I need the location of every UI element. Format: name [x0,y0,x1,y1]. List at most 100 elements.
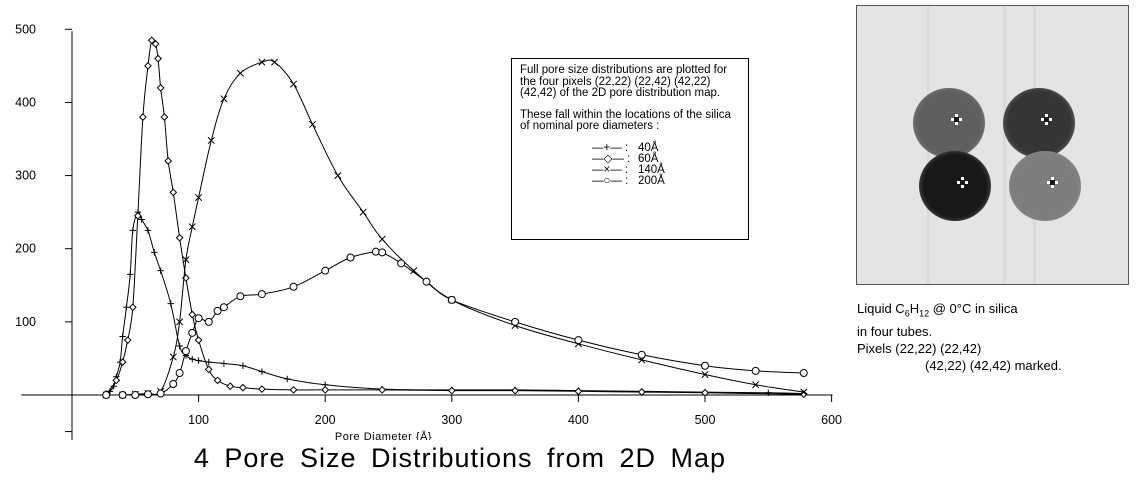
series-40-plus-marker [205,358,212,366]
legend-entries: —+— : 40Å —◇— : 60Å —×— : 140Å —○— : 200Å [592,141,740,187]
series-200-circle-marker [637,350,646,359]
series-60-diamond-marker [701,388,709,397]
series-40-plus-marker [144,227,152,234]
series-200-circle-marker [236,292,245,301]
series-40-plus-marker [167,300,174,307]
series-200-circle-marker [447,295,456,304]
series-60-diamond-marker [188,310,197,319]
pixel-marker-22-22 [951,114,962,125]
series-140-cross-marker [271,58,279,66]
pore-distribution-map-image [856,5,1129,285]
series-140-line [106,59,804,396]
y-tick-label: 200 [15,242,36,256]
series-60-diamond-marker [204,365,213,374]
series-140-cross-marker [220,95,228,103]
series-200-circle-marker [511,317,520,326]
legend-label: 60Å [638,152,659,165]
series-200-circle-marker [204,317,213,326]
series-40-plus-marker [119,333,126,340]
series-60-diamond-marker [257,385,266,394]
series-140-cross-marker [308,120,317,128]
legend-label: 40Å [638,141,659,154]
series-200-circle-marker [181,347,190,356]
tube-top-right [1003,88,1075,158]
series-40-plus-marker [127,271,134,278]
legend-box: Full pore size distributions are plotted… [511,58,749,240]
series-200-circle-marker [701,361,709,370]
legend-cross-marker: —×— : [592,163,629,176]
caption-text: Liquid C [857,301,905,316]
series-60-diamond-marker [154,54,162,63]
series-60-diamond-marker [123,336,132,345]
series-60-diamond-marker [147,36,156,45]
series-40-plus-marker [189,355,196,363]
series-60-diamond-marker [118,358,127,366]
caption-subscript: 6 [904,308,910,319]
series-140-cross-marker [410,267,418,275]
series-60-diamond-marker [637,388,646,396]
series-140-cross-marker [236,69,244,77]
pixel-marker-42-22 [957,177,968,188]
legend-entry-200: —○— : 200Å [592,174,740,187]
series-40-plus-marker [195,357,202,364]
y-tick-label: 300 [15,169,36,183]
series-60-diamond-marker [378,385,387,394]
pore-size-chart: 100 200 300 400 500 100 200 300 400 500 600 Pore Di… [15,22,842,440]
x-tick-label: 500 [695,413,716,427]
series-140-cross-marker [188,223,196,231]
series-140-cross-marker [701,370,709,379]
series-140-cross-marker [334,172,342,180]
series-200-circle-marker [422,277,431,286]
series-200-circle-marker [397,259,406,268]
pixel-marker-42-42 [1047,177,1058,188]
caption-text: H [909,301,920,316]
caption-line-2: in four tubes. [857,323,933,339]
series-200-circle-marker [574,336,583,345]
series-200-circle-marker [175,369,184,378]
series-60-diamond-marker [511,386,520,395]
legend-entry-40: —+— : 40Å [592,141,740,154]
caption-line-1: Liquid C6H12 @ 0°C in silica [857,300,1062,323]
y-tick-label: 100 [15,315,36,329]
series-40-plus-marker [123,304,130,311]
series-60-diamond-marker [151,40,160,48]
series-140-cross-marker [195,193,203,202]
series-40-plus-marker [151,249,158,256]
legend-circle-marker: —○— : [592,174,629,187]
series-60-diamond-marker [169,188,178,197]
series-60-diamond-marker [133,211,142,220]
legend-label: 200Å [638,174,665,187]
series-40-plus-marker [258,368,266,375]
series-200-circle-marker [346,253,355,262]
series-40-plus-marker [157,267,164,274]
legend-plus-marker: —+— : [592,141,629,154]
series-200-circle-marker [188,328,197,337]
image-caption: Liquid C6H12 @ 0°C in silica in four tub… [857,300,1062,374]
legend-entry-60: —◇— : 60Å [592,152,740,165]
legend-diamond-marker: —◇— : [592,152,631,165]
series-200-circle-marker [799,369,808,378]
series-140-cross-marker [289,80,298,88]
caption-line-4: (42,22) (42,42) marked. [925,357,1062,373]
series-60-diamond-marker [112,376,121,385]
series-40-plus-marker [284,375,291,383]
series-200-circle-marker [321,266,330,275]
series-140-cross-marker [169,353,177,361]
series-200-circle-marker [118,391,127,399]
series-200-circle-marker [378,248,387,257]
x-tick-label: 100 [188,413,209,427]
series-140-cross-marker [182,256,190,264]
caption-subscript: 12 [919,308,930,319]
series-140-cross-marker [752,381,760,389]
series-60-diamond-marker [175,233,184,242]
caption-text: @ 0°C in silica [929,301,1018,316]
series-60-diamond-marker [213,376,222,385]
series-200-circle-marker [219,303,228,312]
series-60-diamond-marker [447,386,456,395]
series-40-plus-marker [239,362,247,369]
series-60-diamond-marker [574,387,583,396]
x-tick-label: 200 [315,413,336,427]
series-60-diamond-marker [321,385,330,394]
series-60-diamond-marker [239,383,247,392]
series-200-circle-marker [102,391,111,399]
